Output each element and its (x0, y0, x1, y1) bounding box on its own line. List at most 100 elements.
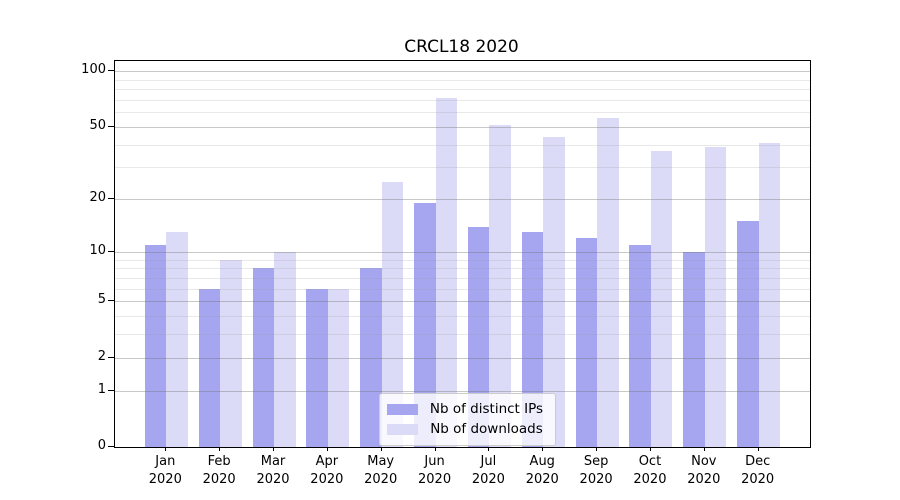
x-tick-label-dec: Dec 2020 (723, 453, 793, 489)
minor-gridline-7 (115, 277, 810, 279)
x-tick-mark-sep (596, 447, 598, 451)
legend-item-downloads: Nb of downloads (387, 419, 547, 439)
y-tick-label-20: 20 (89, 190, 106, 206)
y-tick-label-5: 5 (97, 292, 106, 308)
major-gridline-50 (115, 126, 810, 128)
y-tick-mark-5 (108, 300, 114, 302)
legend: Nb of distinct IPs Nb of downloads (379, 393, 556, 446)
x-tick-label-feb: Feb 2020 (184, 453, 254, 489)
x-tick-year: 2020 (310, 472, 344, 487)
x-tick-label-aug: Aug 2020 (507, 453, 577, 489)
y-tick-mark-2 (108, 356, 114, 358)
x-tick-month: Jan (155, 454, 176, 469)
x-tick-mark-jul (488, 447, 490, 451)
y-tick-label-0: 0 (97, 438, 106, 453)
x-tick-label-jul: Jul 2020 (453, 453, 523, 489)
x-tick-label-oct: Oct 2020 (615, 453, 685, 489)
bar-downloads-nov (704, 146, 727, 447)
chart-title: CRCL18 2020 (404, 37, 519, 57)
legend-swatch-downloads (387, 423, 418, 435)
bar-distinct-ips-sep (575, 238, 598, 447)
x-tick-label-nov: Nov 2020 (669, 453, 739, 489)
x-tick-mark-feb (219, 447, 221, 451)
bar-distinct-ips-mar (252, 268, 274, 447)
y-tick-mark-100 (108, 70, 114, 72)
minor-gridline-3 (115, 334, 810, 336)
minor-gridline-30 (115, 167, 810, 169)
bar-distinct-ips-dec (737, 221, 759, 447)
bar-downloads-oct (650, 150, 673, 447)
x-tick-label-may: May 2020 (346, 453, 416, 489)
x-tick-year: 2020 (687, 472, 721, 487)
x-tick-year: 2020 (633, 472, 667, 487)
x-tick-mark-mar (273, 447, 274, 451)
x-tick-year: 2020 (148, 472, 182, 487)
bar-distinct-ips-oct (629, 244, 651, 447)
minor-gridline-70 (115, 99, 810, 101)
y-tick-label-50: 50 (89, 117, 106, 133)
major-gridline-20 (115, 199, 810, 201)
x-tick-mark-may (380, 447, 382, 451)
legend-label-distinct-ips: Nb of distinct IPs (429, 401, 544, 417)
bar-distinct-ips-may (360, 268, 382, 447)
bar-distinct-ips-jun (414, 203, 436, 447)
x-tick-month: Dec (745, 454, 771, 469)
bar-downloads-feb (220, 259, 242, 447)
major-gridline-5 (115, 301, 810, 303)
x-tick-year: 2020 (418, 472, 452, 487)
legend-swatch-distinct-ips (387, 403, 418, 415)
x-tick-month: Oct (638, 454, 662, 469)
x-tick-year: 2020 (579, 472, 613, 487)
x-tick-month: Sep (583, 454, 609, 469)
bar-distinct-ips-jan (144, 244, 167, 447)
x-tick-mark-apr (326, 447, 328, 451)
bar-distinct-ips-feb (198, 288, 221, 447)
major-gridline-2 (115, 357, 810, 359)
x-tick-year: 2020 (256, 472, 290, 487)
bar-downloads-jan (166, 232, 188, 447)
x-tick-year: 2020 (202, 472, 236, 487)
bar-downloads-mar (274, 251, 296, 447)
bar-downloads-apr (327, 288, 350, 447)
y-tick-label-10: 10 (89, 242, 106, 258)
x-tick-label-jan: Jan 2020 (130, 453, 200, 489)
x-tick-mark-jun (434, 447, 436, 451)
x-tick-year: 2020 (741, 472, 775, 487)
y-tick-label-2: 2 (97, 348, 106, 364)
y-tick-label-100: 100 (81, 62, 106, 78)
plot-area (114, 60, 811, 448)
minor-gridline-6 (115, 288, 810, 290)
minor-gridline-80 (115, 89, 810, 91)
x-tick-label-mar: Mar 2020 (238, 453, 308, 489)
bar-downloads-sep (597, 117, 619, 447)
x-tick-year: 2020 (364, 472, 398, 487)
x-tick-label-jun: Jun 2020 (400, 453, 470, 489)
x-tick-mark-aug (542, 447, 544, 451)
y-tick-mark-0 (108, 446, 114, 447)
y-tick-mark-1 (108, 389, 114, 391)
bar-distinct-ips-jul (467, 226, 490, 447)
bar-downloads-aug (543, 137, 565, 447)
x-tick-month: Mar (260, 454, 286, 469)
minor-gridline-4 (115, 315, 810, 317)
x-tick-label-apr: Apr 2020 (292, 453, 362, 489)
x-tick-mark-dec (757, 447, 759, 451)
x-tick-mark-nov (703, 447, 705, 451)
legend-item-distinct-ips: Nb of distinct IPs (387, 399, 547, 419)
y-tick-mark-10 (108, 250, 114, 252)
bar-downloads-jul (489, 125, 511, 447)
x-tick-month: Apr (315, 454, 339, 469)
x-tick-label-sep: Sep 2020 (561, 453, 631, 489)
minor-gridline-90 (115, 79, 810, 81)
bar-downloads-jun (435, 97, 458, 447)
bar-distinct-ips-nov (683, 251, 705, 447)
y-tick-label-1: 1 (97, 381, 106, 397)
legend-label-downloads: Nb of downloads (430, 421, 543, 437)
x-tick-month: Nov (691, 454, 717, 469)
bar-downloads-dec (758, 142, 781, 447)
y-tick-mark-50 (108, 125, 114, 127)
major-gridline-1 (115, 390, 810, 392)
minor-gridline-60 (115, 112, 810, 114)
minor-gridline-40 (115, 144, 810, 146)
